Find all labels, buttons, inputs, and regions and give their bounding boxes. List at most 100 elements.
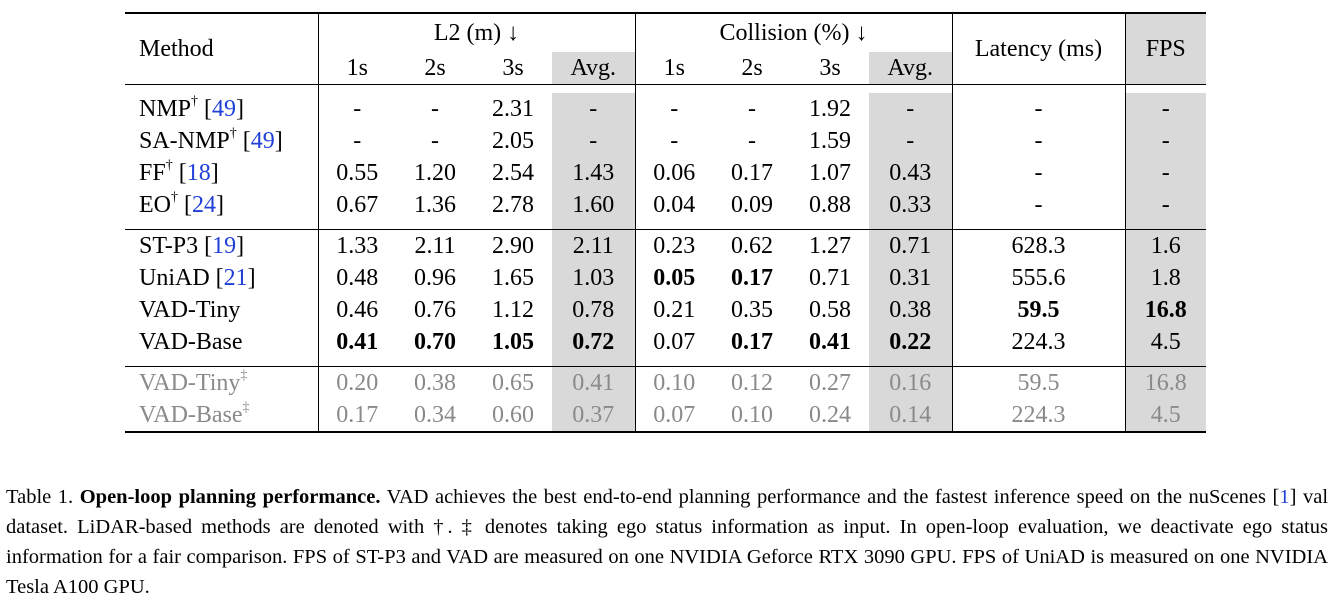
l2-cell: 0.46	[336, 296, 379, 323]
header-col-3s: 3s	[819, 54, 841, 81]
table-row: UniAD [21] 0.48 0.96 1.65 1.03 0.05 0.17 0.71 0.…	[125, 262, 1206, 294]
l2-cell: 0.20	[336, 369, 379, 396]
l2-cell: 0.17	[336, 401, 379, 428]
latency-cell: 59.5	[952, 294, 1126, 326]
method-cell: EO† [24]	[125, 189, 319, 221]
fps-cell: 16.8	[1125, 366, 1206, 399]
method-mark: †	[229, 125, 237, 141]
method-cell: ST-P3 [19]	[125, 229, 319, 262]
collision-cell: 0.16	[869, 366, 953, 399]
method-cell: NMP† [49]	[125, 93, 319, 125]
method-cell: UniAD [21]	[125, 262, 319, 294]
collision-cell: 0.71	[869, 229, 953, 262]
collision-cell: 0.31	[869, 262, 953, 294]
latency-cell: -	[952, 125, 1126, 157]
collision-cell: 0.21	[653, 296, 696, 323]
table-row: NMP† [49] - -2.31- - -1.92- - -	[125, 93, 1206, 125]
collision-cell: 0.41	[809, 328, 851, 355]
method-cell: SA-NMP† [49]	[125, 125, 319, 157]
l2-cell: 0.72	[552, 326, 636, 358]
collision-cell: 0.58	[809, 296, 851, 323]
l2-cell: 0.55	[336, 159, 379, 186]
collision-cell: 0.23	[653, 232, 696, 259]
l2-cell: -	[353, 95, 362, 122]
caption-label: Table 1.	[6, 486, 74, 508]
l2-cell: 1.20	[414, 159, 456, 186]
header-l2-3s: 3s	[502, 54, 524, 81]
collision-cell: 0.22	[869, 326, 953, 358]
header-fps: FPS	[1125, 13, 1206, 85]
collision-cell: 0.17	[731, 264, 773, 291]
citation-link[interactable]: 49	[212, 95, 237, 122]
collision-cell: 0.09	[731, 191, 773, 218]
l2-cell: 0.65	[492, 369, 534, 396]
fps-cell: -	[1125, 125, 1206, 157]
caption-text-1: VAD achieves the best end-to-end plannin…	[386, 486, 1280, 508]
method-name: ST-P3	[139, 232, 199, 259]
l2-cell: 0.60	[492, 401, 534, 428]
collision-cell: 0.27	[809, 369, 851, 396]
collision-cell: 1.59	[809, 127, 851, 154]
l2-cell: 1.65	[492, 264, 534, 291]
results-table: Method L2 (m) ↓ Collision (%) ↓ Latency …	[125, 12, 1206, 433]
fps-cell: 1.8	[1125, 262, 1206, 294]
citation-link[interactable]: 21	[223, 264, 248, 291]
collision-cell: 1.92	[809, 95, 851, 122]
collision-cell: 0.10	[731, 401, 773, 428]
collision-cell: -	[748, 95, 756, 122]
collision-cell: 0.71	[809, 264, 851, 291]
collision-cell: 0.04	[653, 191, 696, 218]
latency-cell: 555.6	[952, 262, 1126, 294]
collision-cell: -	[869, 93, 953, 125]
collision-cell: 0.33	[869, 189, 953, 221]
citation-link[interactable]: 18	[186, 159, 211, 186]
l2-cell: 2.11	[552, 229, 636, 262]
l2-cell: 0.67	[336, 191, 379, 218]
citation-link[interactable]: 19	[212, 232, 237, 259]
l2-cell: 1.12	[492, 296, 534, 323]
l2-cell: -	[431, 127, 439, 154]
l2-cell: -	[431, 95, 439, 122]
l2-cell: 0.48	[336, 264, 379, 291]
latency-cell: 224.3	[952, 399, 1126, 432]
table-row: VAD-Tiny‡ 0.20 0.38 0.65 0.41 0.10 0.12 0.27 0.1…	[125, 366, 1206, 399]
method-name: VAD-Base	[139, 401, 243, 428]
l2-cell: -	[353, 127, 362, 154]
l2-cell: 2.78	[492, 191, 534, 218]
l2-cell: 1.33	[336, 232, 379, 259]
method-name: FF	[139, 159, 166, 186]
collision-cell: 1.07	[809, 159, 851, 186]
l2-cell: 0.70	[414, 328, 456, 355]
collision-cell: 0.43	[869, 157, 953, 189]
method-name: VAD-Base	[139, 328, 243, 355]
collision-cell: -	[670, 127, 679, 154]
table-row: FF† [18] 0.55 1.20 2.54 1.43 0.06 0.17 1.07 0.43…	[125, 157, 1206, 189]
caption-citation-link[interactable]: 1	[1279, 486, 1290, 508]
latency-cell: -	[952, 189, 1126, 221]
fps-cell: -	[1125, 93, 1206, 125]
l2-cell: 0.41	[336, 328, 379, 355]
l2-cell: 0.78	[552, 294, 636, 326]
l2-cell: 0.38	[414, 369, 456, 396]
method-cell: FF† [18]	[125, 157, 319, 189]
method-cell: VAD-Tiny‡	[125, 366, 319, 399]
fps-cell: -	[1125, 157, 1206, 189]
collision-cell: 0.14	[869, 399, 953, 432]
table-row: VAD-Base‡ 0.17 0.34 0.60 0.37 0.07 0.10 0.24 0.1…	[125, 399, 1206, 432]
latency-cell: 59.5	[952, 366, 1126, 399]
collision-cell: 0.07	[653, 328, 696, 355]
method-name: VAD-Tiny	[139, 369, 241, 396]
l2-cell: 0.37	[552, 399, 636, 432]
l2-cell: 1.43	[552, 157, 636, 189]
l2-cell: 2.31	[492, 95, 534, 122]
l2-cell: 2.05	[492, 127, 534, 154]
caption-text-2: ] val dataset. LiDAR-based methods are d…	[6, 486, 1329, 598]
fps-cell: 4.5	[1125, 399, 1206, 432]
header-l2-1s: 1s	[346, 54, 368, 81]
citation-link[interactable]: 49	[250, 127, 275, 154]
method-name: UniAD	[139, 264, 210, 291]
citation-link[interactable]: 24	[192, 191, 216, 218]
method-name: NMP	[139, 95, 192, 122]
l2-cell: 0.76	[414, 296, 456, 323]
method-mark: †	[171, 189, 178, 205]
